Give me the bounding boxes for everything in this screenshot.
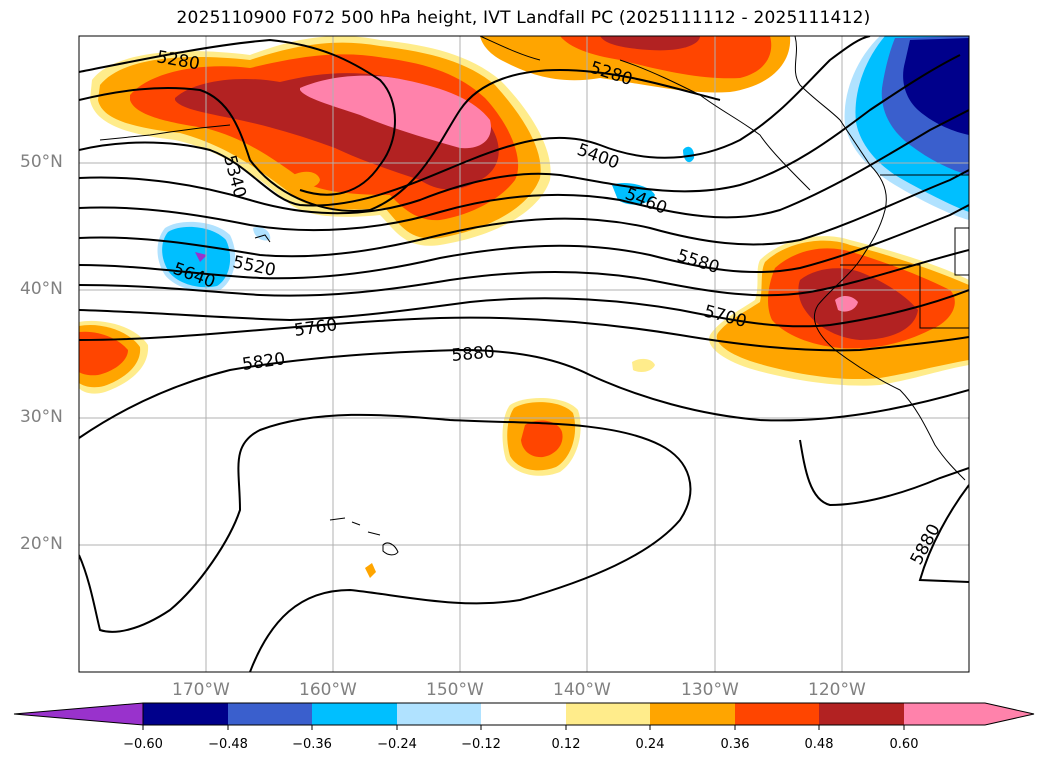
coastlines <box>99 36 969 556</box>
map-title: 2025110900 F072 500 hPa height, IVT Land… <box>176 8 871 28</box>
ivt-positive-region-subtropical <box>365 358 655 578</box>
lon-label-140w: 140°W <box>553 680 611 700</box>
lon-label-150w: 150°W <box>426 680 484 700</box>
colorbar-bin <box>397 703 481 725</box>
ivt-negative-region-northeast <box>844 36 969 220</box>
colorbar-tick-label: 0.60 <box>889 737 919 752</box>
colorbar-bin <box>650 703 735 725</box>
height-contours <box>79 36 969 672</box>
colorbar-tick-label: 0.24 <box>635 737 665 752</box>
colorbar <box>13 702 1035 730</box>
colorbar-bin <box>312 703 397 725</box>
lat-label-20n: 20°N <box>20 534 63 554</box>
colorbar-tick-label: −0.36 <box>292 737 332 752</box>
lon-label-170w: 170°W <box>172 680 230 700</box>
lat-label-40n: 40°N <box>20 279 63 299</box>
colorbar-tick-label: −0.12 <box>461 737 501 752</box>
colorbar-bin <box>735 703 819 725</box>
colorbar-bin <box>566 703 650 725</box>
colorbar-tick-label: 0.12 <box>551 737 581 752</box>
lon-label-120w: 120°W <box>808 680 866 700</box>
colorbar-tick-label: −0.24 <box>377 737 417 752</box>
colorbar-tick-label: 0.48 <box>804 737 834 752</box>
contour-label: 5880 <box>451 342 496 366</box>
lon-label-160w: 160°W <box>299 680 357 700</box>
colorbar-tick-label: 0.36 <box>720 737 750 752</box>
contour-labels: 5280 5280 5340 5400 5460 5520 5580 5640 … <box>155 47 945 568</box>
map-plot-area: 5280 5280 5340 5400 5460 5520 5580 5640 … <box>79 36 969 672</box>
ivt-positive-region-bc <box>480 36 791 93</box>
colorbar-tick-label: −0.48 <box>208 737 248 752</box>
lat-label-30n: 30°N <box>20 407 63 427</box>
colorbar-bin <box>481 703 566 725</box>
colorbar-tick-label: −0.60 <box>123 737 163 752</box>
lat-label-50n: 50°N <box>20 152 63 172</box>
lon-label-130w: 130°W <box>681 680 739 700</box>
colorbar-bin <box>228 703 312 725</box>
colorbar-bin <box>819 703 904 725</box>
ivt-positive-region-california <box>709 236 969 386</box>
colorbar-bin <box>143 703 228 725</box>
colorbar-extend-low <box>13 702 144 726</box>
colorbar-extend-high <box>904 703 1034 725</box>
map-frame <box>78 35 970 673</box>
